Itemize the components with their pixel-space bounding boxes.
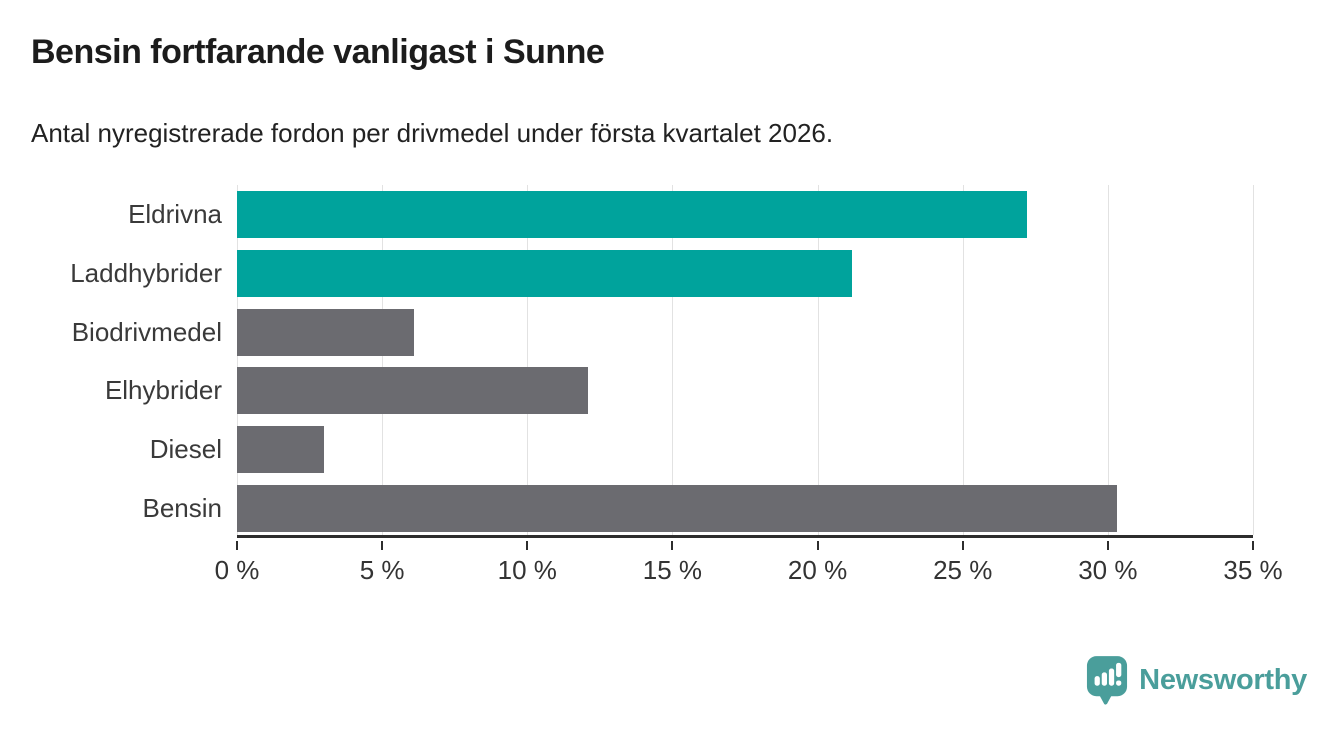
plot-area: Eldrivna Laddhybrider Biodrivmedel Elhybrid… xyxy=(70,185,1254,538)
category-label: Diesel xyxy=(149,434,222,465)
bar-row: Eldrivna xyxy=(128,190,1253,238)
gridline xyxy=(817,185,819,535)
gridline xyxy=(527,185,529,535)
x-axis-tick-label: 15 % xyxy=(642,555,703,585)
x-axis-tick-label: 25 % xyxy=(933,555,993,585)
x-axis-tick xyxy=(816,541,819,550)
x-axis-tick xyxy=(236,541,238,550)
x-axis-tick xyxy=(1252,541,1254,550)
gridline xyxy=(962,185,964,535)
x-axis-tick-label: 35 % xyxy=(1223,555,1283,585)
bar-row: Biodrivmedel xyxy=(72,308,1253,356)
x-axis-tick-label: 10 % xyxy=(497,555,557,585)
x-axis-tick xyxy=(671,541,674,550)
bar-row: Bensin xyxy=(143,485,1253,533)
chart-subtitle: Antal nyregistrerade fordon per drivmede… xyxy=(31,118,834,148)
bar-row: Laddhybrider xyxy=(70,249,1253,297)
bar xyxy=(237,308,415,356)
x-axis-tick-label: 5 % xyxy=(359,555,405,585)
x-axis: 0 % 5 % 10 % 15 % 20 % 25 % 30 % 35 % xyxy=(215,541,1283,591)
x-axis-tick xyxy=(961,541,964,550)
newsworthy-logo-text: Newsworthy xyxy=(1139,663,1307,696)
x-axis-tick-label: 30 % xyxy=(1078,555,1138,585)
bar xyxy=(237,249,853,297)
x-axis-tick xyxy=(381,541,384,550)
bar xyxy=(237,367,589,415)
gridline xyxy=(1107,185,1109,535)
gridline xyxy=(237,185,238,535)
category-label: Eldrivna xyxy=(128,198,222,229)
bar xyxy=(237,485,1117,533)
gridline xyxy=(672,185,674,535)
category-label: Elhybrider xyxy=(104,375,222,406)
x-axis-tick xyxy=(1106,541,1109,550)
category-label: Biodrivmedel xyxy=(71,316,222,347)
bar xyxy=(237,426,325,474)
bar-row: Elhybrider xyxy=(105,367,1253,415)
gridline xyxy=(1253,185,1254,535)
gridline xyxy=(382,185,384,535)
category-label: Bensin xyxy=(142,493,223,524)
newsworthy-logo-icon xyxy=(1086,655,1128,705)
chart-title: Bensin fortfarande vanligast i Sunne xyxy=(31,33,605,71)
x-axis-tick-label: 20 % xyxy=(787,555,848,585)
category-label: Laddhybrider xyxy=(70,257,222,288)
x-axis-tick xyxy=(526,541,529,550)
bar-row: Diesel xyxy=(150,426,1253,474)
bar xyxy=(237,190,1027,238)
newsworthy-logo[interactable]: Newsworthy xyxy=(1086,655,1307,705)
x-axis-tick-label: 0 % xyxy=(214,555,260,585)
